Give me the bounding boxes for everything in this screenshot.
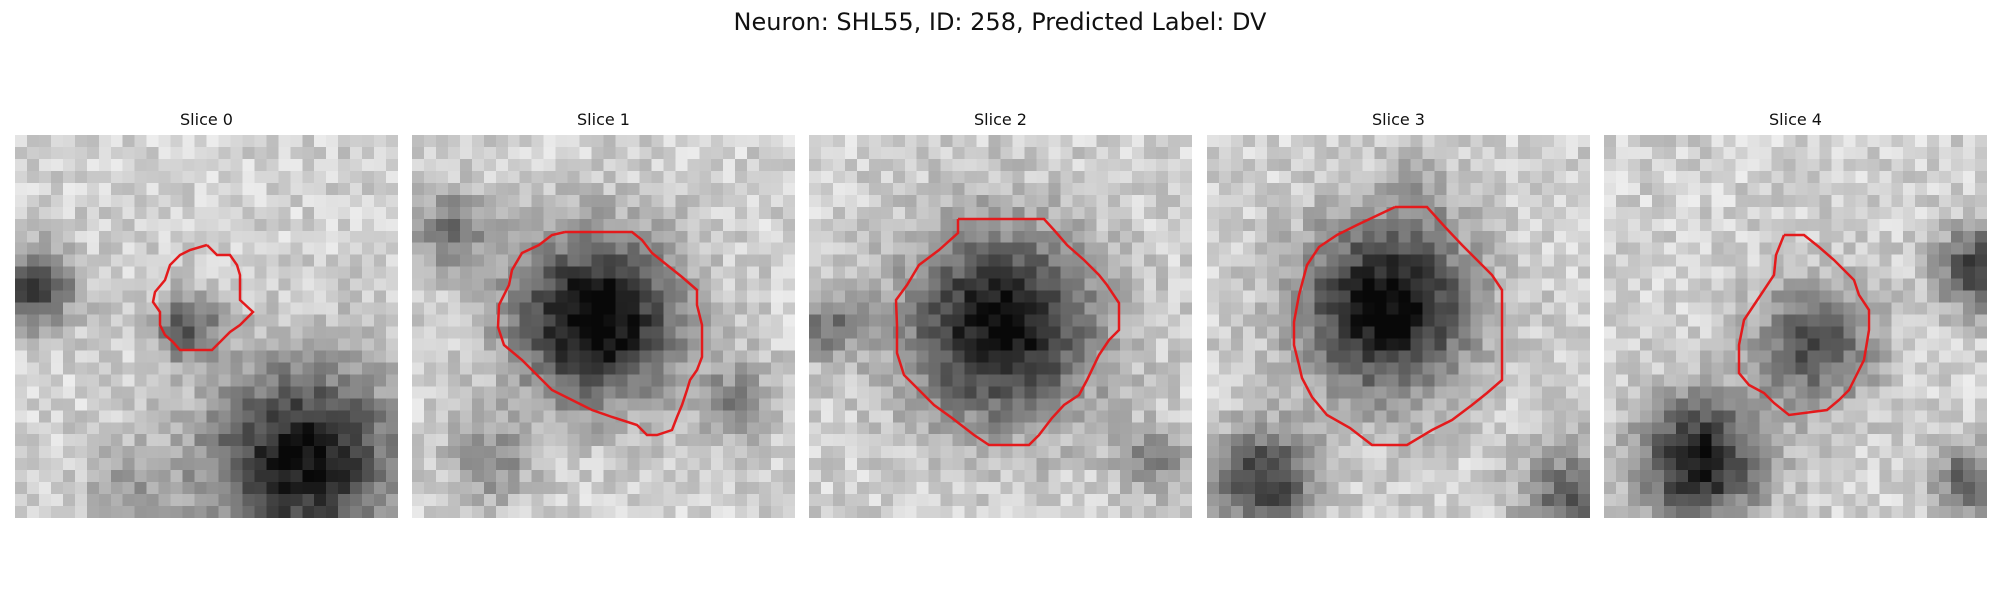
- slice-grayscale-image: [412, 135, 795, 518]
- slice-image: [1207, 135, 1590, 518]
- slice-title: Slice 1: [577, 110, 630, 129]
- roi-contour: [1292, 205, 1504, 447]
- slice-panel-3: Slice 3: [1207, 109, 1590, 518]
- slice-grayscale-image: [809, 135, 1192, 518]
- roi-contour: [151, 243, 255, 352]
- roi-contour: [1737, 233, 1871, 417]
- slice-grayscale-image: [1207, 135, 1590, 518]
- slice-image: [15, 135, 398, 518]
- slice-panel-2: Slice 2: [809, 109, 1192, 518]
- roi-contour: [894, 217, 1121, 447]
- slice-image: [412, 135, 795, 518]
- slice-title: Slice 3: [1372, 110, 1425, 129]
- slice-title: Slice 4: [1769, 110, 1822, 129]
- slice-panel-0: Slice 0: [15, 109, 398, 518]
- figure-title: Neuron: SHL55, ID: 258, Predicted Label:…: [733, 8, 1267, 36]
- slice-title: Slice 2: [974, 110, 1027, 129]
- slice-panel-1: Slice 1: [412, 109, 795, 518]
- slice-grayscale-image: [15, 135, 398, 518]
- slice-panel-4: Slice 4: [1604, 109, 1987, 518]
- slice-image: [809, 135, 1192, 518]
- slice-image: [1604, 135, 1987, 518]
- roi-contour: [496, 230, 704, 437]
- slice-grayscale-image: [1604, 135, 1987, 518]
- slice-title: Slice 0: [180, 110, 233, 129]
